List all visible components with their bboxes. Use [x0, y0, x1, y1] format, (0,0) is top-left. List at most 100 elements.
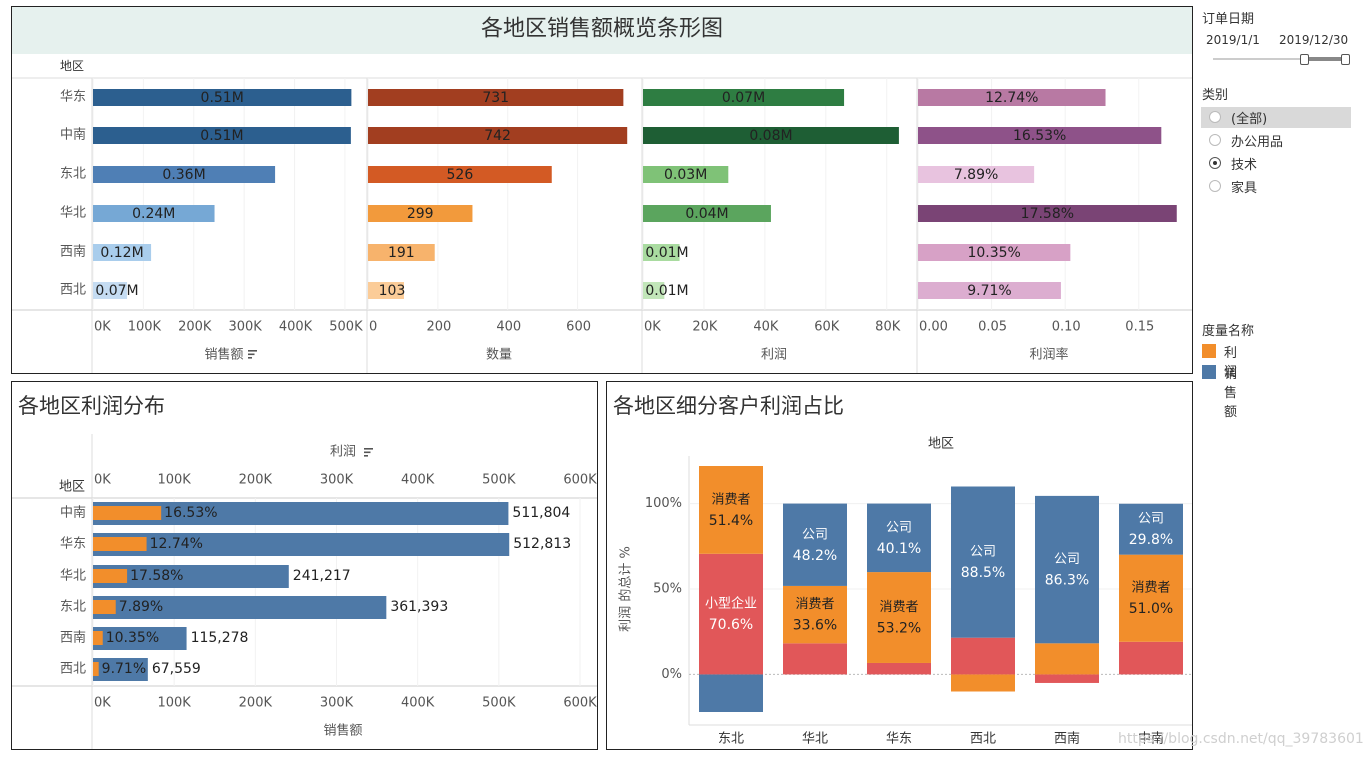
- profit-dist-sales-label: 67,559: [152, 661, 201, 677]
- overview-bar-label: 0.07M: [95, 283, 138, 299]
- profit-dist-profit-bar: [93, 600, 116, 614]
- overview-tick-label: 40K: [753, 320, 779, 335]
- overview-sort-icon-line2: [248, 353, 255, 356]
- segment-share-segment-label: 小型企业: [705, 596, 757, 612]
- radio-circle-icon[interactable]: [1209, 180, 1221, 192]
- segment-share-segment-label: 消费者: [795, 597, 834, 612]
- profit-dist-sales-label: 115,278: [191, 630, 249, 646]
- segment-share-segment: [699, 674, 763, 712]
- radio-circle-icon[interactable]: [1209, 157, 1221, 169]
- category-option[interactable]: 家具: [1201, 176, 1351, 197]
- profit-dist-sales-label: 512,813: [513, 536, 571, 552]
- overview-bar: [643, 244, 680, 261]
- segment-share-segment: [1035, 643, 1099, 675]
- overview-bar: [368, 244, 435, 261]
- profit-dist-bottom-tick: 0K: [94, 696, 111, 711]
- segment-share-y-tick: 50%: [653, 582, 682, 597]
- overview-bar-label: 7.89%: [954, 167, 998, 183]
- segment-share-segment-label: 消费者: [711, 492, 750, 507]
- profit-dist-sales-bar: [93, 565, 289, 588]
- overview-tick-label: 80K: [875, 320, 901, 335]
- overview-tick-label: 100K: [128, 320, 162, 335]
- overview-bar-label: 0.24M: [132, 206, 175, 222]
- profit-dist-sort-icon-line3: [364, 455, 368, 457]
- segment-share-y-tick: 0%: [661, 667, 682, 682]
- overview-tick-label: 500K: [329, 320, 363, 335]
- profit-dist-row-label: 西南: [60, 630, 86, 646]
- overview-tick-label: 20K: [692, 320, 718, 335]
- radio-circle-icon[interactable]: [1209, 111, 1221, 123]
- segment-share-y-axis-title: 利润 的总计 %: [618, 546, 634, 632]
- profit-dist-bottom-axis-title: 销售额: [323, 723, 362, 739]
- category-option[interactable]: (全部): [1201, 107, 1351, 128]
- overview-axis-title: 数量: [486, 348, 512, 363]
- profit-dist-title: 各地区利润分布: [18, 394, 165, 418]
- radio-circle-icon[interactable]: [1209, 134, 1221, 146]
- segment-share-x-tick: 华北: [802, 732, 828, 747]
- profit-dist-top-tick: 500K: [482, 473, 516, 488]
- profit-dist-sales-bar: [93, 533, 510, 556]
- segment-share-segment: [867, 503, 931, 573]
- profit-dist-row-header: 地区: [59, 480, 85, 495]
- segment-share-y-tick: 100%: [645, 496, 682, 511]
- date-slider-start-handle[interactable]: [1300, 54, 1309, 65]
- overview-row-label: 西南: [60, 244, 86, 260]
- segment-share-segment-label: 消费者: [879, 600, 918, 615]
- overview-bar-label: 17.58%: [1021, 206, 1074, 222]
- profit-dist-profit-label: 10.35%: [106, 630, 159, 646]
- category-option-label: 技术: [1231, 158, 1258, 173]
- profit-dist-top-tick: 0K: [94, 473, 111, 488]
- overview-row-header: 地区: [60, 59, 84, 73]
- profit-dist-row-label: 西北: [60, 662, 86, 677]
- date-start[interactable]: 2019/1/1: [1206, 33, 1260, 47]
- profit-dist-profit-bar: [93, 569, 128, 583]
- overview-bar: [643, 89, 845, 106]
- profit-dist-top-axis-title: 利润: [330, 445, 356, 460]
- legend-label: 利润: [1224, 346, 1238, 380]
- overview-bar-label: 0.03M: [664, 167, 707, 183]
- date-slider-end-handle[interactable]: [1341, 54, 1350, 65]
- segment-share-segment: [783, 585, 847, 644]
- overview-tick-label: 200K: [178, 320, 212, 335]
- legend-label: 销售额: [1224, 367, 1238, 420]
- overview-bar: [918, 127, 1162, 144]
- overview-bar: [93, 166, 276, 183]
- date-end[interactable]: 2019/12/30: [1279, 33, 1349, 47]
- profit-dist-bottom-tick: 100K: [157, 696, 191, 711]
- profit-dist-sales-bar: [93, 596, 387, 619]
- overview-row-label: 华东: [60, 90, 86, 105]
- overview-bar-label: 0.04M: [685, 206, 728, 222]
- segment-share-title: 各地区细分客户利润占比: [613, 394, 844, 418]
- category-filter-title: 类别: [1202, 88, 1229, 103]
- profit-dist-sales-label: 511,804: [512, 505, 570, 521]
- overview-bar: [918, 244, 1071, 261]
- segment-share-x-tick: 西北: [970, 732, 996, 747]
- profit-dist-bottom-tick: 600K: [563, 696, 597, 711]
- overview-bar-label: 0.36M: [162, 167, 205, 183]
- segment-share-segment-pct: 88.5%: [961, 565, 1005, 581]
- overview-row-label: 东北: [60, 167, 86, 182]
- category-option[interactable]: 办公用品: [1201, 130, 1351, 151]
- profit-dist-bottom-tick: 400K: [401, 696, 435, 711]
- overview-tick-label: 0: [369, 320, 377, 335]
- profit-dist-profit-label: 17.58%: [130, 568, 183, 584]
- segment-share-segment-label: 公司: [970, 545, 996, 560]
- overview-row-label: 西北: [60, 283, 86, 298]
- segment-share-segment: [783, 503, 847, 586]
- segment-share-segment-pct: 86.3%: [1045, 573, 1089, 589]
- overview-axis-title: 利润: [761, 348, 787, 363]
- overview-row-label: 华北: [60, 206, 86, 221]
- overview-tick-label: 400: [496, 320, 521, 335]
- overview-bar-label: 0.12M: [100, 245, 143, 261]
- category-option[interactable]: 技术: [1201, 153, 1351, 174]
- overview-sort-icon-line3: [248, 357, 252, 359]
- segment-share-segment-label: 公司: [886, 520, 912, 535]
- radio-dot-icon: [1213, 161, 1217, 165]
- overview-tick-label: 0K: [94, 320, 111, 335]
- overview-bar: [918, 282, 1061, 299]
- segment-share-segment: [951, 637, 1015, 675]
- segment-share-segment-label: 公司: [802, 527, 828, 542]
- date-slider-track[interactable]: [1213, 58, 1347, 60]
